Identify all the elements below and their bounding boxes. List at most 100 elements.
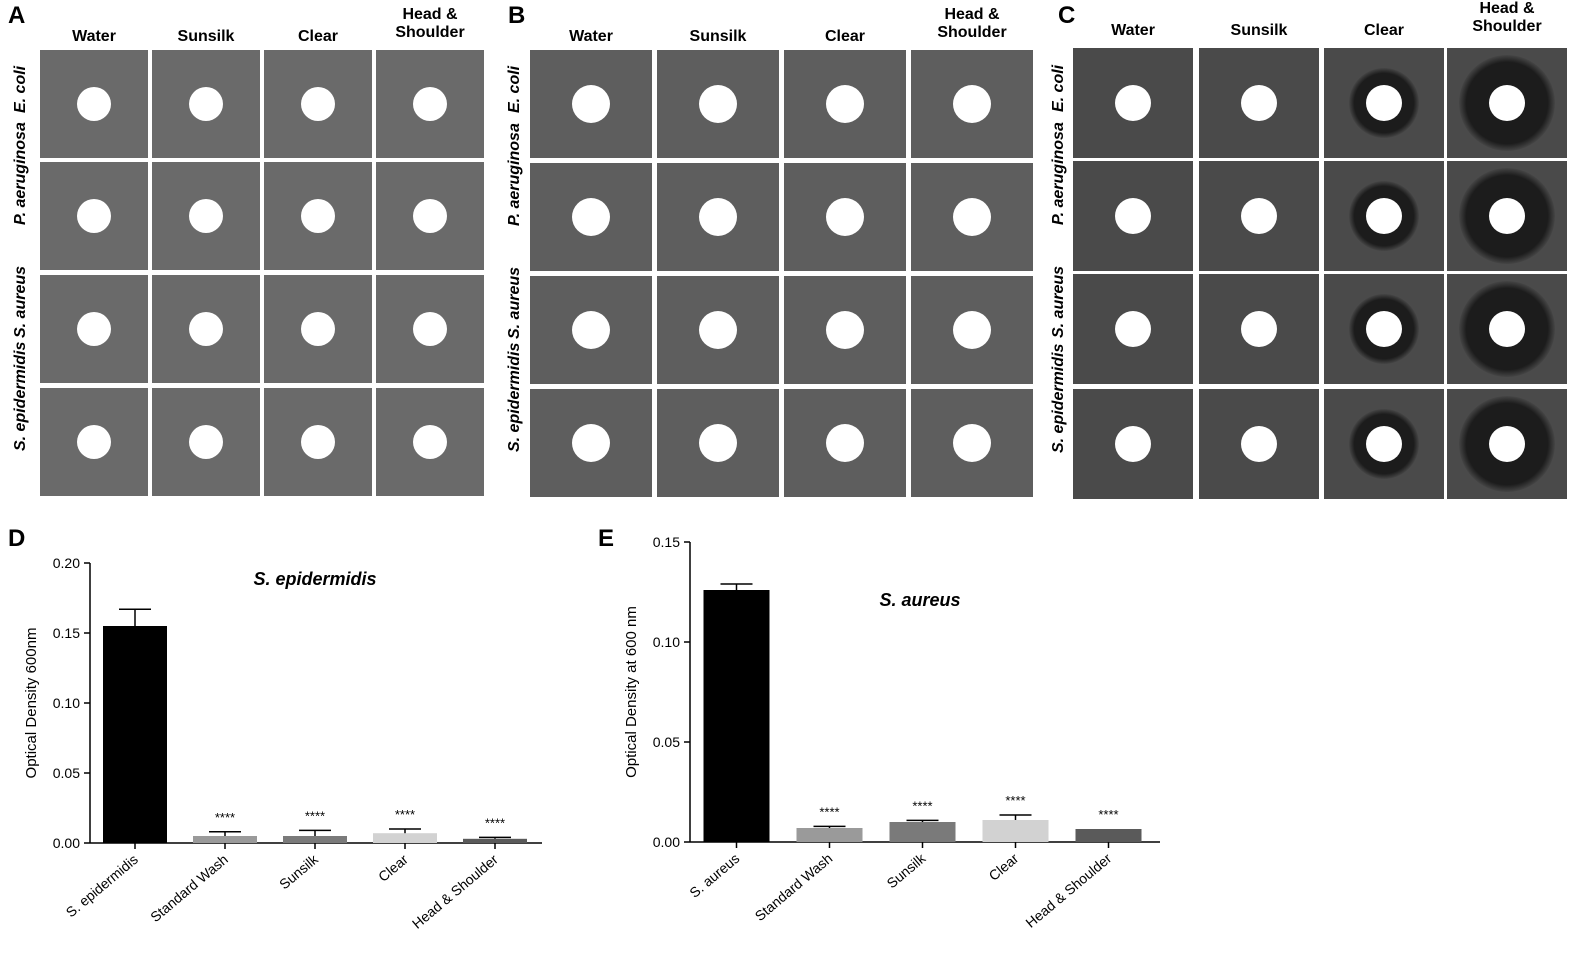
- plate-image: [40, 275, 148, 383]
- antibiotic-disk: [699, 85, 737, 123]
- antibiotic-disk: [77, 425, 111, 459]
- plate-image: [1073, 48, 1193, 158]
- y-axis-label: Optical Density at 600 nm: [623, 606, 640, 778]
- antibiotic-disk: [189, 312, 223, 346]
- antibiotic-disk: [189, 199, 223, 233]
- antibiotic-disk: [1241, 426, 1277, 462]
- antibiotic-disk: [77, 87, 111, 121]
- panel-b-col-label: Water: [569, 28, 613, 45]
- plate-image: [530, 389, 652, 497]
- y-tick-label: 0.15: [653, 534, 680, 550]
- antibiotic-disk: [826, 198, 864, 236]
- panel-b-row-label: E. coli: [506, 65, 523, 113]
- significance-label: ****: [912, 798, 932, 813]
- plate-image: [1324, 389, 1444, 499]
- plate-image: [657, 163, 779, 271]
- significance-label: ****: [395, 807, 415, 822]
- chart-d: 0.00 0.05 0.10 0.15 0.20 Optical Density 600n…: [23, 555, 542, 932]
- antibiotic-disk: [1115, 85, 1151, 121]
- antibiotic-disk: [1489, 198, 1525, 234]
- panel-letter-a: A: [8, 2, 26, 29]
- bar: [103, 626, 167, 843]
- plate-image: [264, 388, 372, 496]
- antibiotic-disk: [826, 424, 864, 462]
- plate-image: [911, 276, 1033, 384]
- plate-image: [1447, 274, 1567, 384]
- panel-b-row-label: P. aeruginosa: [506, 123, 523, 226]
- plate-image: [657, 276, 779, 384]
- panel-b-col-label: Sunsilk: [689, 28, 747, 45]
- panel-c-row-label: S. epidermidis: [1050, 343, 1067, 453]
- bar: [703, 590, 770, 842]
- significance-label: ****: [1098, 807, 1118, 822]
- antibiotic-disk: [301, 199, 335, 233]
- panel-a-row-label: S. epidermidis: [12, 341, 29, 451]
- y-tick-label: 0.05: [53, 765, 80, 781]
- plate-image: [530, 50, 652, 158]
- x-tick-label: Clear: [986, 850, 1022, 884]
- antibiotic-disk: [572, 424, 610, 462]
- antibiotic-disk: [699, 311, 737, 349]
- bar: [1075, 829, 1142, 842]
- panel-c-col-label: Water: [1111, 22, 1155, 39]
- plate-image: [40, 388, 148, 496]
- plate-image: [1073, 161, 1193, 271]
- antibiotic-disk: [301, 312, 335, 346]
- plate-image: [376, 50, 484, 158]
- antibiotic-disk: [413, 87, 447, 121]
- bar: [283, 836, 347, 843]
- plate-image: [784, 163, 906, 271]
- plate-image: [40, 50, 148, 158]
- antibiotic-disk: [413, 199, 447, 233]
- antibiotic-disk: [1366, 85, 1402, 121]
- bar: [463, 838, 527, 843]
- plate-image: [1073, 389, 1193, 499]
- antibiotic-disk: [826, 311, 864, 349]
- panel-c-row-label: S. aureus: [1050, 265, 1067, 338]
- plate-image: [264, 162, 372, 270]
- antibiotic-disk: [77, 199, 111, 233]
- y-tick-label: 0.05: [653, 734, 680, 750]
- panel-b-col-label: Clear: [824, 28, 866, 45]
- antibiotic-disk: [1115, 426, 1151, 462]
- chart-title: S. epidermidis: [253, 569, 376, 589]
- plate-image: [40, 162, 148, 270]
- y-axis-label: Optical Density 600nm: [23, 628, 40, 779]
- y-tick-label: 0.20: [53, 555, 80, 571]
- plate-image: [264, 50, 372, 158]
- antibiotic-disk: [1366, 198, 1402, 234]
- significance-label: ****: [1005, 793, 1025, 808]
- antibiotic-disk: [572, 311, 610, 349]
- plate-image: [152, 388, 260, 496]
- antibiotic-disk: [826, 85, 864, 123]
- panel-a-col-label: Water: [72, 28, 116, 45]
- plate-image: [1199, 274, 1319, 384]
- antibiotic-disk: [301, 87, 335, 121]
- plate-image: [264, 275, 372, 383]
- antibiotic-disk: [699, 424, 737, 462]
- x-tick-label: S. aureus: [686, 850, 742, 901]
- plate-image: [152, 275, 260, 383]
- y-tick-label: 0.10: [53, 695, 80, 711]
- antibiotic-disk: [189, 87, 223, 121]
- antibiotic-disk: [699, 198, 737, 236]
- panel-letter-b: B: [508, 2, 526, 29]
- plate-image: [1324, 48, 1444, 158]
- antibiotic-disk: [1489, 85, 1525, 121]
- antibiotic-disk: [301, 425, 335, 459]
- plate-image: [1199, 48, 1319, 158]
- bar: [193, 836, 257, 843]
- plate-image: [376, 275, 484, 383]
- antibiotic-disk: [953, 85, 991, 123]
- bar: [373, 833, 437, 843]
- antibiotic-disk: [413, 312, 447, 346]
- plate-image: [152, 162, 260, 270]
- bar: [889, 822, 956, 842]
- antibiotic-disk: [1241, 311, 1277, 347]
- plate-image: [1447, 389, 1567, 499]
- panel-letter-e: E: [598, 525, 615, 552]
- x-tick-label: S. epidermidis: [63, 851, 141, 920]
- x-tick-label: Clear: [375, 851, 411, 885]
- panel-letter-c: C: [1058, 2, 1076, 29]
- panel-a-col-label: Head & Shoulder: [395, 6, 465, 41]
